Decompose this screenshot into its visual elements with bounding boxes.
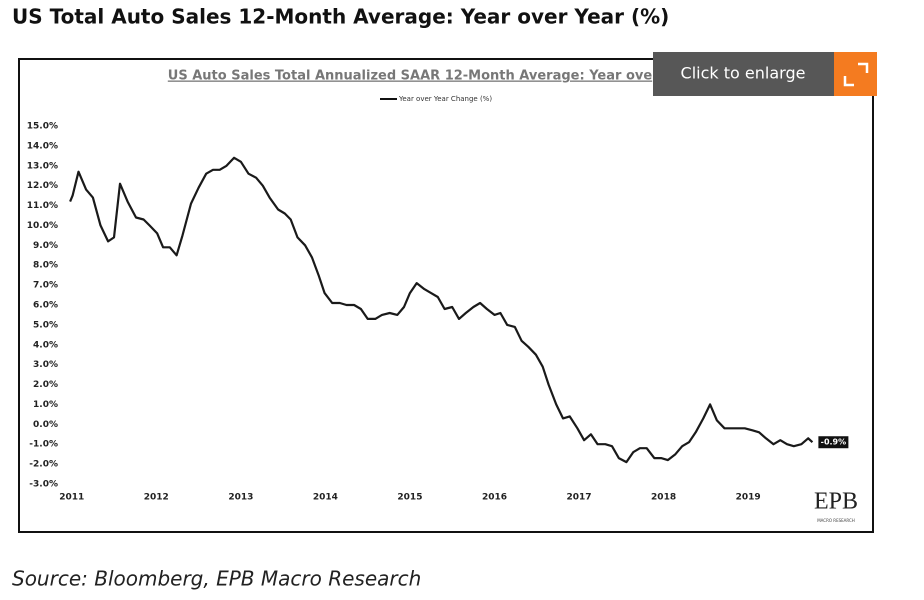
x-tick-label: 2019 [736,493,761,503]
x-tick-label: 2012 [144,493,169,503]
plot: -3.0% -2.0% -1.0% 0.0% 1.0% 2.0% 3.0% 4.0% 5.0% 6… [27,122,849,503]
y-tick-label: 4.0% [33,340,58,350]
y-tick-label: 1.0% [33,400,58,410]
y-tick-label: 7.0% [33,281,58,291]
logo-tagline: MACRO RESEARCH [817,518,855,523]
legend-label: Year over Year Change (%) [398,95,492,103]
y-tick-label: 6.0% [33,301,58,311]
enlarge-glyph [843,62,869,87]
y-tick-label: 14.0% [27,141,58,151]
x-tick-label: 2017 [567,493,592,503]
y-tick-label: 2.0% [33,380,58,390]
x-tick-label: 2011 [59,493,84,503]
chart-frame [18,58,874,533]
value-label: -0.9% [821,438,847,447]
y-tick-label: 12.0% [27,181,58,191]
x-tick-label: 2016 [482,493,507,503]
y-tick-label: -1.0% [29,440,58,450]
logo: EPB [814,489,858,515]
enlarge-button[interactable]: Click to enlarge [681,64,806,83]
x-tick-label: 2015 [397,493,422,503]
y-tick-label: 11.0% [27,201,58,211]
y-tick-label: 8.0% [33,261,58,271]
y-tick-label: 13.0% [27,161,58,171]
page-title: US Total Auto Sales 12-Month Average: Ye… [12,5,669,29]
chart-title: US Auto Sales Total Annualized SAAR 12-M… [168,69,653,84]
y-tick-label: -3.0% [29,480,58,490]
y-tick-label: 15.0% [27,122,58,132]
y-tick-label: 10.0% [27,221,58,231]
y-tick-label: 9.0% [33,241,58,251]
series-line [69,156,814,464]
source: Source: Bloomberg, EPB Macro Research [12,567,421,591]
y-tick-label: -2.0% [29,460,58,470]
y-tick-label: 0.0% [33,420,58,430]
y-tick-label: 3.0% [33,360,58,370]
enlarge-bar[interactable] [653,52,834,96]
x-tick-label: 2018 [651,493,676,503]
x-tick-label: 2013 [228,493,253,503]
value-label-box [818,436,849,449]
y-tick-label: 5.0% [33,320,58,330]
x-tick-label: 2014 [313,493,338,503]
enlarge-icon[interactable] [834,52,877,96]
